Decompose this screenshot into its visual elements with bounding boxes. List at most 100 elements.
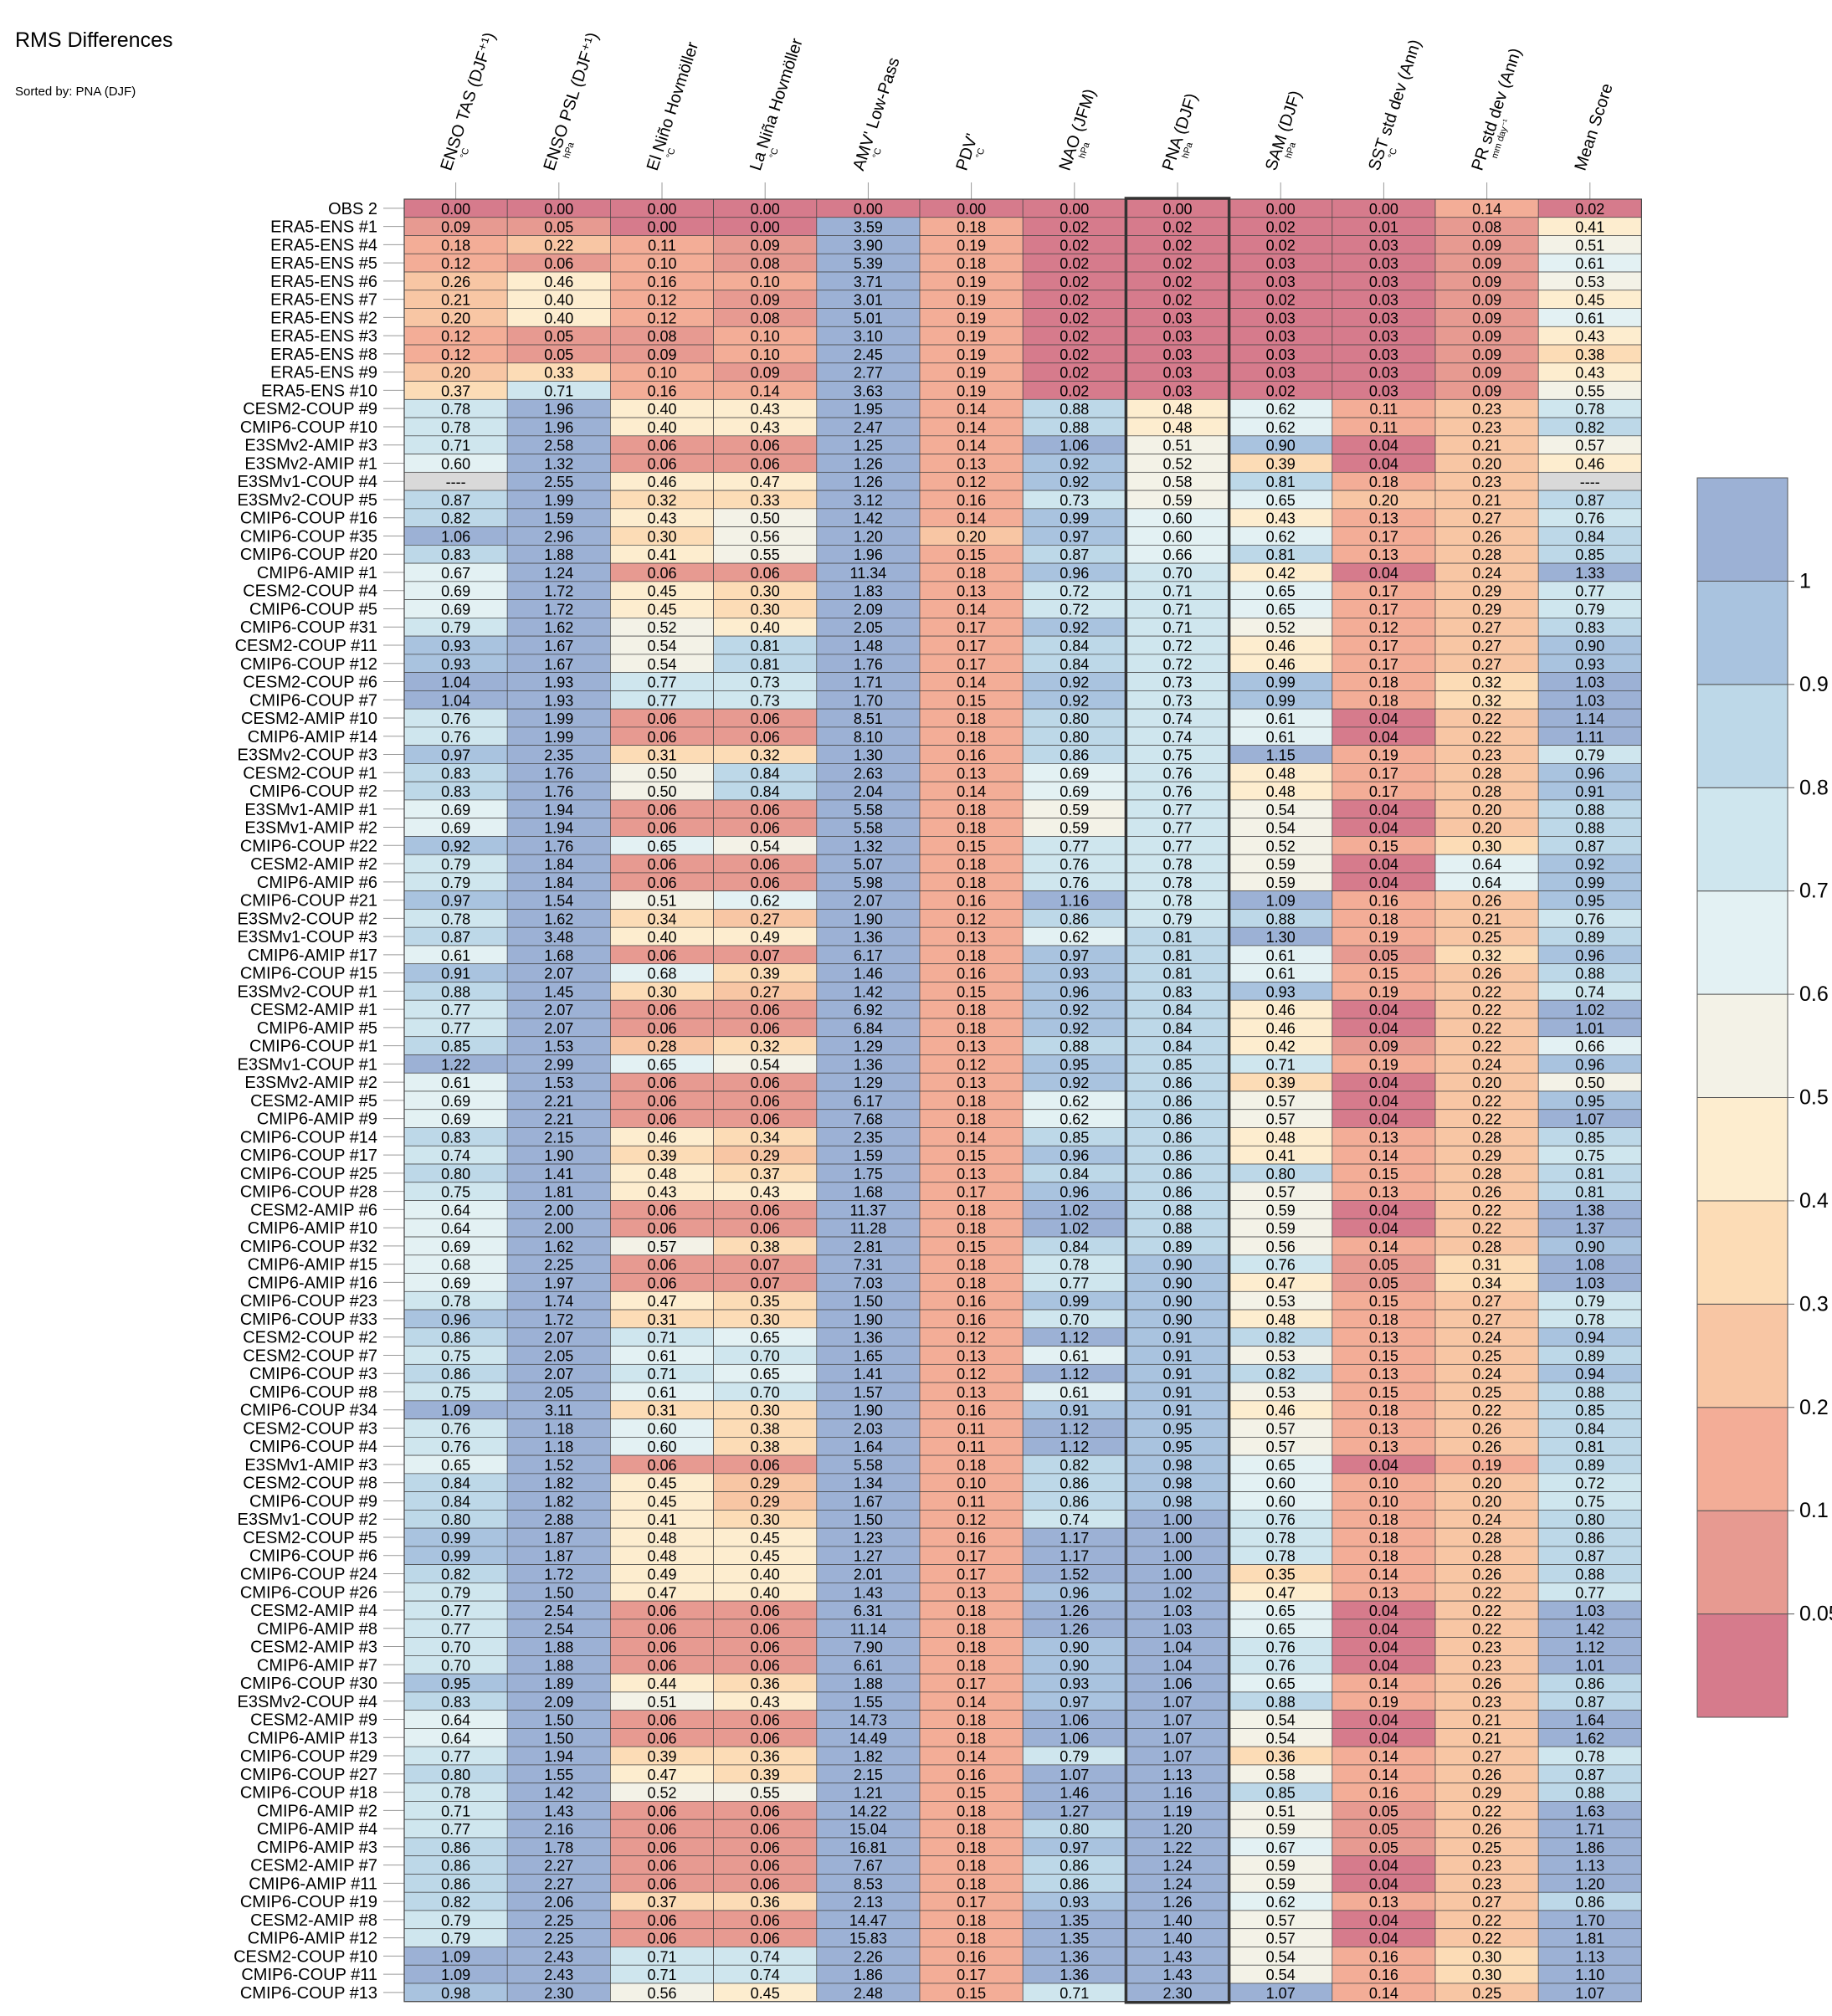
cell-value: 0.43: [1575, 328, 1604, 345]
cell-value: 0.06: [751, 856, 780, 873]
cell-value: 0.60: [647, 1439, 676, 1455]
cell-value: 0.31: [1472, 1257, 1501, 1274]
cell-value: 0.14: [1369, 1748, 1398, 1765]
cell-value: 0.14: [957, 419, 986, 436]
cell-value: 0.78: [1162, 875, 1192, 891]
cell-value: 1.52: [544, 1457, 573, 1474]
cell-value: 1.43: [1162, 1967, 1192, 1983]
cell-value: 0.92: [1575, 856, 1604, 873]
cell-value: 3.71: [854, 274, 883, 290]
cell-value: 0.06: [647, 1457, 676, 1474]
sorted-column-highlight: [1124, 197, 1231, 2004]
cell-value: 0.15: [957, 1239, 986, 1255]
cell-value: 0.22: [1472, 1912, 1501, 1929]
cell-value: 1.26: [1060, 1603, 1089, 1619]
cell-value: 0.00: [1369, 201, 1398, 218]
cell-value: 0.25: [1472, 1839, 1501, 1856]
cell-value: 0.19: [1369, 929, 1398, 946]
cell-value: 0.87: [1575, 492, 1604, 509]
cell-value: 0.61: [647, 1347, 676, 1364]
cell-value: 0.13: [1369, 510, 1398, 527]
colorbar: 0.05 0.1 0.2 0.3 0.4 0.5 0.6 0.7 0.8 0.9 1: [1696, 477, 1832, 1718]
cell-value: 0.83: [1575, 619, 1604, 636]
cell-value: 0.12: [957, 1056, 986, 1073]
cell-value: 0.38: [751, 1439, 780, 1455]
cell-value: 0.43: [751, 419, 780, 436]
cell-value: 2.35: [854, 1129, 883, 1146]
row-label: ERA5-ENS #7: [270, 291, 377, 310]
cell-value: 0.48: [1162, 419, 1192, 436]
cell-value: 0.31: [647, 1403, 676, 1419]
cell-value: 7.67: [854, 1858, 883, 1875]
cell-value: 2.25: [544, 1257, 573, 1274]
cell-value: 0.26: [1472, 966, 1501, 982]
cell-value: 0.61: [1266, 947, 1296, 964]
cell-value: 0.77: [1575, 1584, 1604, 1601]
cell-value: 1.01: [1575, 1020, 1604, 1037]
cell-value: 0.14: [1369, 1567, 1398, 1583]
cell-value: 0.62: [1060, 1111, 1089, 1128]
cell-value: 1.74: [544, 1293, 573, 1310]
row-label: CMIP6-AMIP #17: [248, 946, 377, 965]
cell-value: 0.96: [1060, 1184, 1089, 1201]
cell-value: 0.23: [1472, 1639, 1501, 1656]
cell-value: 1.12: [1060, 1366, 1089, 1382]
cell-value: 0.75: [1162, 747, 1192, 764]
cell-value: 0.92: [1060, 455, 1089, 472]
cell-value: 0.76: [441, 710, 470, 727]
cell-value: 0.18: [957, 1821, 986, 1838]
cell-value: 1.02: [1575, 1002, 1604, 1018]
cell-value: 0.15: [957, 1785, 986, 1802]
cell-value: 0.81: [1575, 1184, 1604, 1201]
cell-value: 1.00: [1162, 1567, 1192, 1583]
cell-value: 1.09: [441, 1967, 470, 1983]
cell-value: 0.57: [1266, 1111, 1296, 1128]
cell-value: 1.06: [1060, 1730, 1089, 1747]
cell-value: 0.06: [647, 710, 676, 727]
cell-value: 0.14: [957, 601, 986, 618]
cell-value: 0.09: [1472, 310, 1501, 326]
row-label: CMIP6-COUP #5: [249, 600, 377, 618]
cell-value: 0.57: [1266, 1420, 1296, 1437]
cell-value: 0.48: [1266, 1129, 1296, 1146]
row-label: E3SMv1-AMIP #2: [244, 819, 377, 838]
cell-value: 0.78: [441, 1293, 470, 1310]
cell-value: 0.18: [957, 1457, 986, 1474]
cell-value: 0.09: [751, 292, 780, 309]
cell-value: 0.57: [1266, 1093, 1296, 1110]
cell-value: 0.48: [647, 1166, 676, 1182]
cell-value: 0.61: [1575, 310, 1604, 326]
cell-value: 0.13: [957, 765, 986, 782]
cell-value: 0.99: [1266, 692, 1296, 709]
cell-value: 0.98: [441, 1985, 470, 2002]
cell-value: 0.52: [1162, 455, 1192, 472]
cell-value: 1.50: [544, 1584, 573, 1601]
cell-value: 0.20: [1472, 1493, 1501, 1510]
cell-value: 0.81: [1575, 1166, 1604, 1182]
cell-value: 0.22: [1472, 1002, 1501, 1018]
cell-value: 0.59: [1266, 1821, 1296, 1838]
row-label: CMIP6-COUP #29: [240, 1747, 377, 1766]
cell-value: 0.19: [1369, 747, 1398, 764]
cell-value: 0.52: [1266, 838, 1296, 854]
cell-value: 0.22: [1472, 710, 1501, 727]
cell-value: 0.43: [1575, 365, 1604, 382]
cell-value: 0.04: [1369, 820, 1398, 837]
cell-value: 6.61: [854, 1657, 883, 1674]
cell-value: 0.79: [441, 875, 470, 891]
cell-value: 0.22: [1472, 1202, 1501, 1218]
cell-value: 0.18: [957, 1657, 986, 1674]
cell-value: 0.18: [1369, 911, 1398, 927]
cell-value: 0.04: [1369, 710, 1398, 727]
cell-value: 0.62: [1266, 401, 1296, 418]
cell-value: 0.60: [1266, 1493, 1296, 1510]
cell-value: 1.86: [854, 1967, 883, 1983]
cell-value: 1.00: [1162, 1530, 1192, 1547]
cell-value: 0.18: [1369, 1530, 1398, 1547]
cell-value: 0.04: [1369, 1912, 1398, 1929]
cell-value: 0.70: [1162, 565, 1192, 582]
cell-value: 0.94: [1575, 1330, 1604, 1347]
cell-value: 0.78: [441, 401, 470, 418]
cell-value: 0.06: [647, 856, 676, 873]
cell-value: 0.96: [1575, 947, 1604, 964]
